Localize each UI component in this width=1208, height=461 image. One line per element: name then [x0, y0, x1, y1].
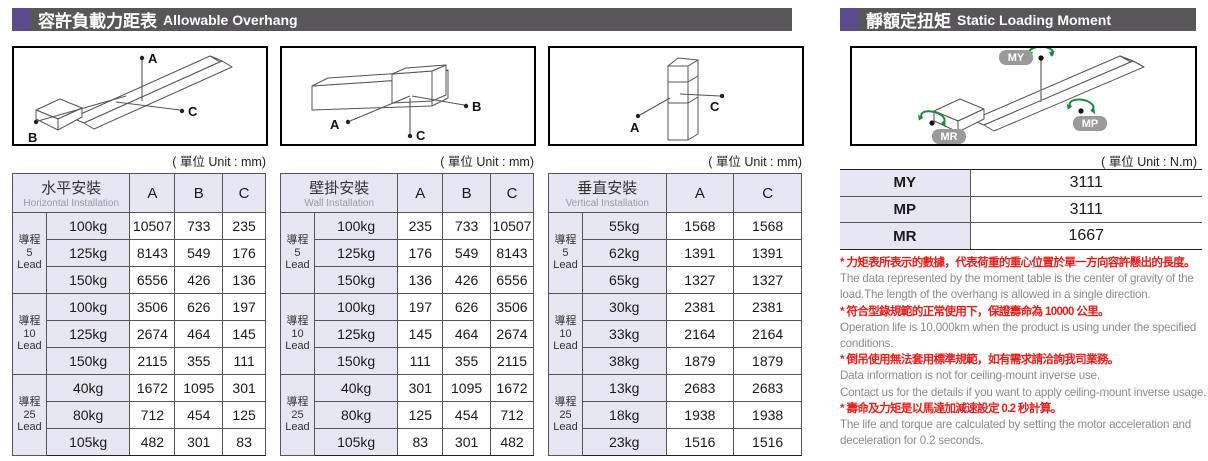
- svg-text:C: C: [416, 128, 426, 143]
- svg-text:A: A: [330, 117, 340, 132]
- svg-text:C: C: [188, 104, 198, 119]
- svg-text:B: B: [472, 99, 481, 114]
- svg-text:C: C: [710, 99, 720, 114]
- svg-text:MY: MY: [1008, 52, 1025, 64]
- svg-text:MP: MP: [1082, 118, 1099, 130]
- svg-text:A: A: [148, 51, 158, 66]
- svg-text:MR: MR: [940, 131, 957, 143]
- svg-text:B: B: [28, 130, 37, 145]
- svg-text:A: A: [630, 120, 640, 135]
